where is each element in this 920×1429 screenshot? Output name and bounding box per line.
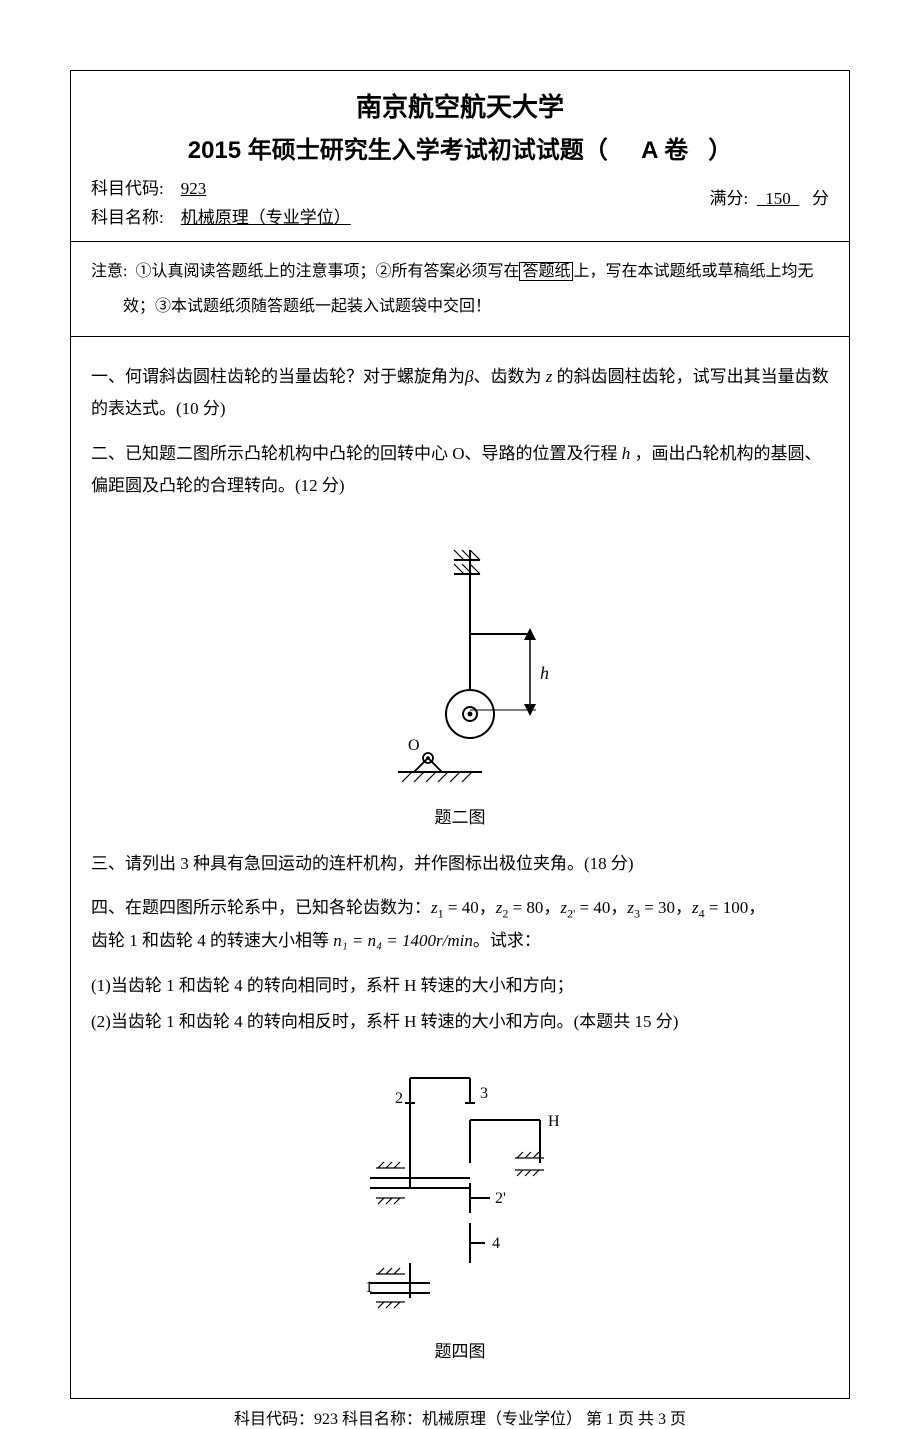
header-block: 南京航空航天大学 2015 年硕士研究生入学考试初试试题（ A 卷 ） 科目代码… xyxy=(71,71,849,242)
subject-code-label: 科目代码: xyxy=(91,179,164,198)
q2-text-a: 二、已知题二图所示凸轮机构中凸轮的回转中心 O、导路的位置及行程 xyxy=(91,444,618,463)
q4-text-a: 四、在题四图所示轮系中，已知各轮齿数为： xyxy=(91,898,431,917)
q2-h: h xyxy=(622,444,631,463)
label-2: 2 xyxy=(395,1090,403,1107)
q4-z2ps: 2' xyxy=(567,907,575,921)
q4-z1l: z xyxy=(431,898,438,917)
q4-neq: n₁ = n₄ = 1400r/min xyxy=(333,931,473,950)
q3-text: 三、请列出 3 种具有急回运动的连杆机构，并作图标出极位夹角。(18 分) xyxy=(91,854,634,873)
notice-boxed: 答题纸 xyxy=(519,262,573,281)
q1-text-a: 一、何谓斜齿圆柱齿轮的当量齿轮？对于螺旋角为 xyxy=(91,367,465,386)
notice-block: 注意: ①认真阅读答题纸上的注意事项；②所有答案必须写在答题纸上，写在本试题纸或… xyxy=(71,242,849,337)
ground-hatch-icon xyxy=(402,772,472,782)
q4-z4v: = 100， xyxy=(705,898,766,917)
exam-title: 2015 年硕士研究生入学考试初试试题（ A 卷 ） xyxy=(91,130,829,165)
label-2p: 2' xyxy=(495,1190,506,1207)
subject-code-value: 923 xyxy=(181,179,207,198)
label-h: h xyxy=(540,663,549,683)
subject-name-row: 科目名称: 机械原理（专业学位） xyxy=(91,204,351,233)
q4-sub-2: (2)当齿轮 1 和齿轮 4 的转向相反时，系杆 H 转速的大小和方向。(本题共… xyxy=(91,1006,829,1038)
q4-z3v: = 30， xyxy=(640,898,692,917)
subject-name-label: 科目名称: xyxy=(91,208,164,227)
subject-code-row: 科目代码: 923 xyxy=(91,175,351,204)
question-3: 三、请列出 3 种具有急回运动的连杆机构，并作图标出极位夹角。(18 分) xyxy=(91,848,829,880)
page-footer: 科目代码：923 科目名称：机械原理（专业学位） 第 1 页 共 3 页 xyxy=(70,1405,850,1429)
q4-z2pv: = 40， xyxy=(575,898,627,917)
figure-4-caption: 题四图 xyxy=(91,1336,829,1368)
content-frame: 南京航空航天大学 2015 年硕士研究生入学考试初试试题（ A 卷 ） 科目代码… xyxy=(70,70,850,1399)
question-2: 二、已知题二图所示凸轮机构中凸轮的回转中心 O、导路的位置及行程 h ，画出凸轮… xyxy=(91,438,829,503)
exam-paper-label: A 卷 xyxy=(641,137,688,164)
figure-4-svg: 2 3 H 2' 4 1 xyxy=(310,1048,610,1318)
meta-row: 科目代码: 923 科目名称: 机械原理（专业学位） 满分: 150 分 xyxy=(91,175,829,233)
label-4: 4 xyxy=(492,1235,500,1252)
fullmark-value: 150 xyxy=(757,189,800,208)
guide-hatch-icon xyxy=(454,550,480,574)
q4-z2v: = 80， xyxy=(508,898,560,917)
label-1: 1 xyxy=(365,1279,373,1296)
q4-z4l: z xyxy=(692,898,699,917)
figure-2-svg: h O xyxy=(350,514,570,784)
subject-name-value: 机械原理（专业学位） xyxy=(181,208,351,227)
label-O: O xyxy=(408,737,420,754)
notice-text-2: 上，写在本试题纸或草稿纸上均无 xyxy=(573,263,813,280)
bearing-hatch-icon xyxy=(376,1152,544,1308)
q4-text-c: 。试求： xyxy=(473,931,541,950)
notice-text-1: ①认真阅读答题纸上的注意事项；②所有答案必须写在 xyxy=(135,263,519,280)
exam-title-prefix: 2015 年硕士研究生入学考试初试试题（ xyxy=(188,137,608,164)
q1-text-b: 、齿数为 xyxy=(473,367,541,386)
exam-title-suffix: ） xyxy=(708,137,732,164)
gear-train-icon xyxy=(370,1078,540,1298)
fullmark-unit: 分 xyxy=(812,189,829,208)
pivot-leg-left xyxy=(414,758,428,772)
notice-label: 注意: xyxy=(91,263,127,280)
question-4: 四、在题四图所示轮系中，已知各轮齿数为：z1 = 40，z2 = 80，z2' … xyxy=(91,892,829,957)
meta-left: 科目代码: 923 科目名称: 机械原理（专业学位） xyxy=(91,175,351,233)
label-H: H xyxy=(548,1113,560,1130)
roller-pin-icon xyxy=(468,712,473,717)
notice-text-3: 效；③本试题纸须随答题纸一起装入试题袋中交回！ xyxy=(123,298,491,315)
pivot-leg-right xyxy=(428,758,442,772)
meta-right: 满分: 150 分 xyxy=(710,175,829,233)
q4-sub-1: (1)当齿轮 1 和齿轮 4 的转向相同时，系杆 H 转速的大小和方向； xyxy=(91,970,829,1002)
fullmark-label: 满分: xyxy=(710,189,749,208)
question-1: 一、何谓斜齿圆柱齿轮的当量齿轮？对于螺旋角为β、齿数为 z 的斜齿圆柱齿轮，试写… xyxy=(91,361,829,426)
body-block: 一、何谓斜齿圆柱齿轮的当量齿轮？对于螺旋角为β、齿数为 z 的斜齿圆柱齿轮，试写… xyxy=(71,337,849,1398)
university-name: 南京航空航天大学 xyxy=(91,87,829,124)
q4-z3l: z xyxy=(627,898,634,917)
label-3: 3 xyxy=(480,1085,488,1102)
figure-2-wrap: h O xyxy=(91,514,829,795)
q4-text-b: 齿轮 1 和齿轮 4 的转速大小相等 xyxy=(91,931,333,950)
figure-4-wrap: 2 3 H 2' 4 1 xyxy=(91,1048,829,1329)
page: 南京航空航天大学 2015 年硕士研究生入学考试初试试题（ A 卷 ） 科目代码… xyxy=(0,0,920,1302)
q4-z1v: = 40， xyxy=(444,898,496,917)
figure-2-caption: 题二图 xyxy=(91,802,829,834)
